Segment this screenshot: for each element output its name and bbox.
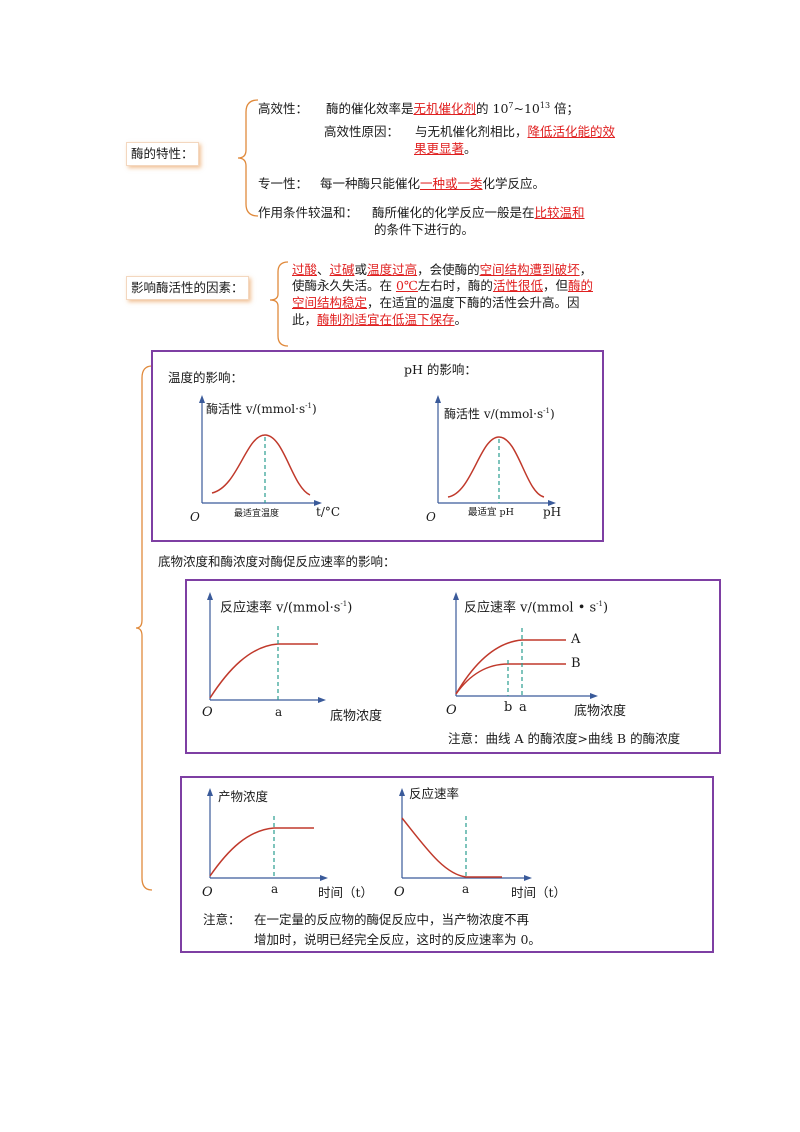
curve-A <box>455 639 566 695</box>
specificity-line: 专一性： 每一种酶只能催化一种或一类化学反应。 <box>258 176 546 191</box>
prod-x-label: 时间（t） <box>318 885 374 900</box>
substrate-concentration-box <box>185 579 721 754</box>
sub-y-arrow <box>207 592 213 600</box>
substrate-enzyme-title: 底物浓度和酶浓度对酶促反应速率的影响： <box>158 554 396 569</box>
high-efficiency-reason-line2: 果更显著。 <box>414 141 477 156</box>
lower-activation-energy-highlight: 降低活化能的效 <box>527 124 616 139</box>
enz-a-label: a <box>519 700 527 715</box>
sub-origin: O <box>202 705 213 720</box>
temp-y-arrow <box>199 395 205 403</box>
inorganic-catalyst-highlight: 无机催化剂 <box>413 101 477 117</box>
completion-note-line1: 在一定量的反应物的酶促反应中，当产物浓度不再 <box>254 912 530 927</box>
ph-activity-curve <box>447 436 545 498</box>
completion-note-label: 注意： <box>203 912 241 927</box>
rate-x-label: 时间（t） <box>511 885 567 900</box>
temp-x-arrow <box>314 500 322 506</box>
high-efficiency-line: 高效性： 酶的催化效率是无机催化剂的 107~1013 倍； <box>258 101 580 117</box>
reaction-rate-time-graph <box>399 788 532 881</box>
temperature-effect-title: 温度的影响： <box>168 370 244 385</box>
enz-x-arrow <box>590 693 598 699</box>
rate-y-arrow <box>399 788 405 796</box>
ph-origin: O <box>426 510 436 524</box>
curve-B-label: B <box>571 656 581 671</box>
mild-conditions-line2: 的条件下进行的。 <box>374 222 475 237</box>
completion-note-line2: 增加时，说明已经完全反应，这时的反应速率为 0。 <box>254 932 541 947</box>
temp-activity-curve <box>211 434 311 496</box>
time-course-box <box>180 776 714 953</box>
temp-y-label: 酶活性 v/(mmol·s-1) <box>206 402 317 416</box>
brace-section1 <box>237 99 259 217</box>
temperature-graph <box>199 395 322 506</box>
curve-A-label: A <box>571 632 581 647</box>
sub-a-label: a <box>275 705 283 719</box>
brace-diagrams <box>135 365 153 891</box>
substrate-rate-graph <box>207 592 326 703</box>
rate-y-label: 反应速率 <box>409 786 460 801</box>
enz-y-label: 反应速率 v/(mmol • s-1) <box>464 600 609 616</box>
ph-graph <box>435 395 556 506</box>
ph-optimum-label: 最适宜 pH <box>468 507 514 518</box>
ph-effect-title: pH 的影响： <box>404 362 477 377</box>
sub-y-label: 反应速率 v/(mmol·s-1) <box>220 600 353 616</box>
activity-factors-label-text: 影响酶活性的因素： <box>131 280 244 295</box>
factors-line2: 使酶永久失活。在 0℃左右时，酶的活性很低，但酶的 <box>292 278 593 293</box>
sub-rate-curve <box>209 643 318 699</box>
temp-origin: O <box>190 510 200 524</box>
mild-conditions-line1: 作用条件较温和： 酶所催化的化学反应一般是在比较温和 <box>258 205 585 220</box>
product-curve <box>209 827 314 877</box>
enz-b-label: b <box>504 700 513 715</box>
activity-factors-label: 影响酶活性的因素： <box>126 276 249 300</box>
ph-x-label: pH <box>543 505 562 519</box>
brace-section2 <box>269 261 289 347</box>
mild-highlight: 比较温和 <box>534 205 585 220</box>
enzyme-conc-note: 注意：曲线 A 的酶浓度>曲线 B 的酶浓度 <box>448 731 681 746</box>
enzyme-properties-label-text: 酶的特性： <box>131 146 194 161</box>
product-conc-graph <box>207 788 328 881</box>
rate-x-arrow <box>524 875 532 881</box>
one-or-one-class-highlight: 一种或一类 <box>420 176 483 191</box>
factors-line4: 此，酶制剂适宜在低温下保存。 <box>292 312 468 327</box>
enz-x-label: 底物浓度 <box>574 704 627 719</box>
prod-x-arrow <box>320 875 328 881</box>
prod-origin: O <box>202 885 213 900</box>
ph-y-label: 酶活性 v/(mmol·s-1) <box>444 407 555 421</box>
prod-a-label: a <box>271 882 279 896</box>
enzyme-conc-graph <box>453 592 598 699</box>
rate-a-label: a <box>462 882 470 896</box>
sub-x-arrow <box>318 697 326 703</box>
enzyme-properties-label: 酶的特性： <box>126 142 199 166</box>
factors-line3: 空间结构稳定，在适宜的温度下酶的活性会升高。因 <box>292 295 580 310</box>
high-efficiency-reason-line1: 高效性原因： 与无机催化剂相比，降低活化能的效 <box>324 124 616 139</box>
enz-origin: O <box>446 703 457 718</box>
rate-decay-curve <box>401 817 502 878</box>
curve-B <box>455 663 566 695</box>
sub-x-label: 底物浓度 <box>330 709 383 724</box>
temperature-ph-box <box>151 350 604 542</box>
temp-x-label: t/°C <box>316 505 341 519</box>
ph-x-arrow <box>548 500 556 506</box>
enz-y-arrow <box>453 592 459 600</box>
ph-y-arrow <box>435 395 441 403</box>
prod-y-arrow <box>207 788 213 796</box>
rate-origin: O <box>394 885 405 900</box>
factors-line1: 过酸、过碱或温度过高，会使酶的空间结构遭到破坏， <box>292 262 593 277</box>
temp-optimum-label: 最适宜温度 <box>234 509 280 519</box>
prod-y-label: 产物浓度 <box>218 789 269 804</box>
